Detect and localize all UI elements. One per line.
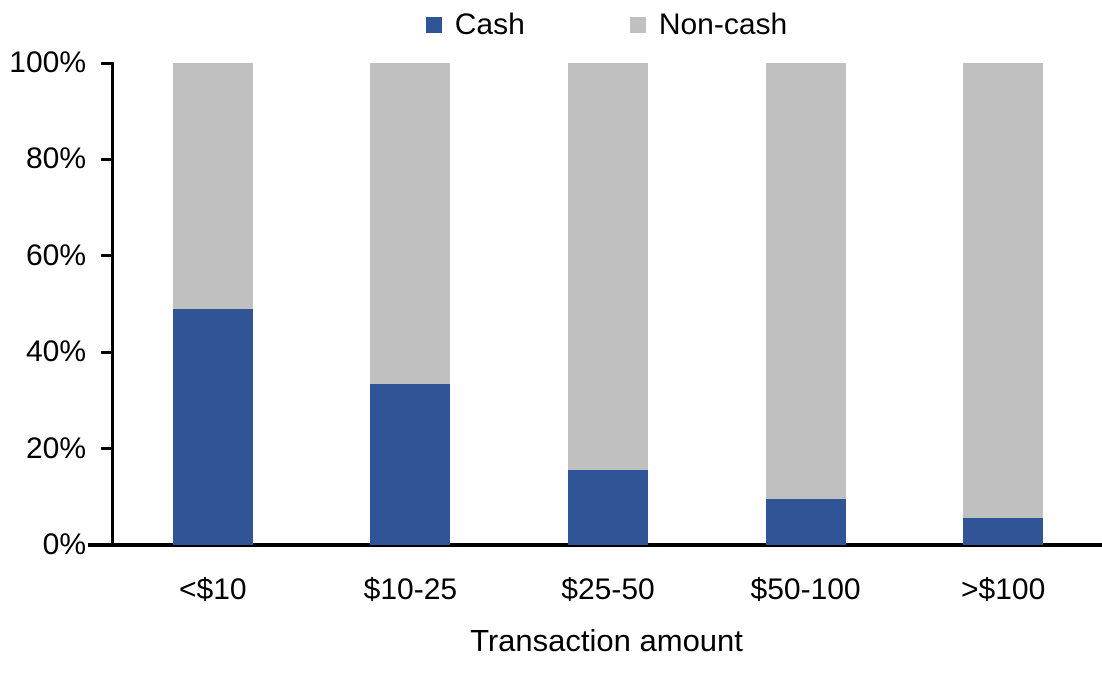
plot-area: 0% 20% 40% 60% 80% 100% <$10 $10-25 $25-50 $50-1…: [9, 48, 1102, 605]
bar-segment-non-cash: [172, 63, 253, 309]
cash-legend-swatch-icon: [425, 16, 442, 33]
non-cash-legend-label: Non-cash: [658, 8, 788, 41]
y-axis-tick-label: 40%: [25, 335, 86, 369]
bar-segment-non-cash: [963, 63, 1044, 519]
stacked-bar: [370, 63, 451, 545]
y-axis-tick: [101, 350, 114, 354]
bar-segment-non-cash: [370, 63, 451, 384]
chart-legend: Cash Non-cash: [111, 8, 1102, 41]
legend-item-non-cash: Non-cash: [629, 8, 788, 41]
cash-legend-label: Cash: [454, 8, 525, 41]
legend-item-cash: Cash: [425, 8, 525, 41]
y-axis-tick: [101, 157, 114, 161]
non-cash-legend-swatch-icon: [629, 16, 646, 33]
x-axis-line: [88, 543, 1102, 547]
x-axis-title: Transaction amount: [470, 623, 743, 658]
bar-segment-non-cash: [765, 63, 846, 500]
bar-segment-cash: [765, 499, 846, 545]
bar-segment-non-cash: [567, 63, 648, 471]
stacked-bar: [765, 63, 846, 545]
y-axis-tick: [101, 543, 114, 547]
category-slot: <$10: [114, 63, 312, 605]
y-axis-tick: [101, 61, 114, 65]
stacked-bar: [172, 63, 253, 545]
y-axis-tick-label: 0%: [42, 528, 86, 561]
category-slot: $50-100: [707, 63, 905, 605]
y-axis-tick-label: 100%: [9, 46, 86, 79]
category-slot: >$100: [904, 63, 1102, 605]
bar-segment-cash: [172, 308, 253, 545]
stacked-bar: [567, 63, 648, 545]
x-axis-category-label: <$10: [179, 573, 247, 606]
stacked-bar: [963, 63, 1044, 545]
x-axis-category-label: $10-25: [363, 573, 458, 606]
y-axis-tick-label: 60%: [25, 238, 86, 272]
x-axis-category-label: >$100: [961, 573, 1046, 606]
bars-container: <$10 $10-25 $25-50 $50-100 >$100: [114, 63, 1102, 605]
category-slot: $10-25: [312, 63, 510, 605]
x-axis-category-label: $50-100: [750, 573, 861, 606]
bar-segment-cash: [370, 383, 451, 545]
x-axis-category-label: $25-50: [561, 573, 655, 606]
bar-segment-cash: [963, 518, 1044, 545]
y-axis-tick-label: 20%: [25, 431, 86, 465]
y-axis-tick: [101, 254, 114, 258]
category-slot: $25-50: [509, 63, 707, 605]
y-axis-tick: [101, 447, 114, 451]
y-axis-tick-label: 80%: [25, 142, 86, 176]
bar-segment-cash: [567, 470, 648, 545]
